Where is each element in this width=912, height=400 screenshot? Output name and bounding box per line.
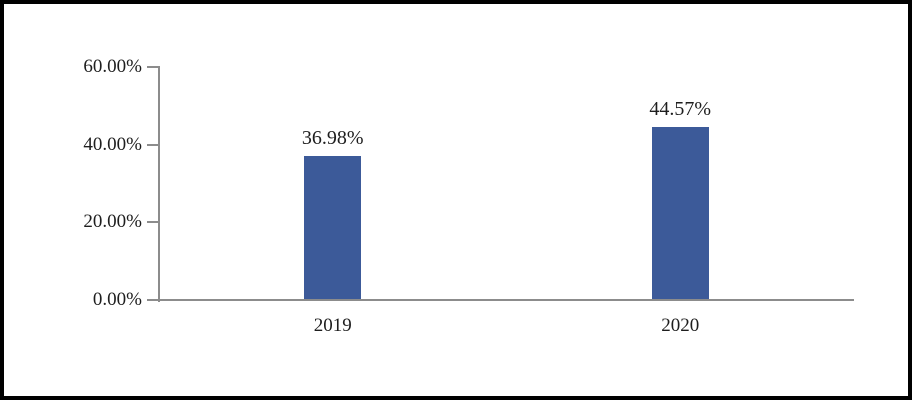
x-axis-category-label: 2020 — [661, 315, 700, 336]
x-axis-line — [147, 299, 854, 301]
bar-value-label: 44.57% — [649, 97, 712, 120]
bar-2020 — [651, 126, 709, 299]
bar-value-label: 36.98% — [301, 127, 364, 150]
y-axis-tick-label: 0.00% — [92, 289, 142, 310]
y-axis-tick — [147, 299, 160, 301]
y-axis-tick-label: 20.00% — [83, 211, 142, 233]
bar-2019 — [304, 156, 362, 299]
y-axis-tick — [147, 143, 160, 146]
y-axis-tick — [147, 66, 160, 68]
y-axis-tick-label: 60.00% — [83, 56, 142, 77]
y-axis-tick-label: 40.00% — [83, 133, 142, 155]
y-axis-tick — [147, 221, 160, 224]
y-axis-line — [158, 67, 160, 302]
bar-chart: 0.00% 20.00% 40.00% 60.00% 36.98% 44.57% 201… — [4, 4, 908, 396]
x-axis-category-label: 2019 — [313, 315, 352, 336]
